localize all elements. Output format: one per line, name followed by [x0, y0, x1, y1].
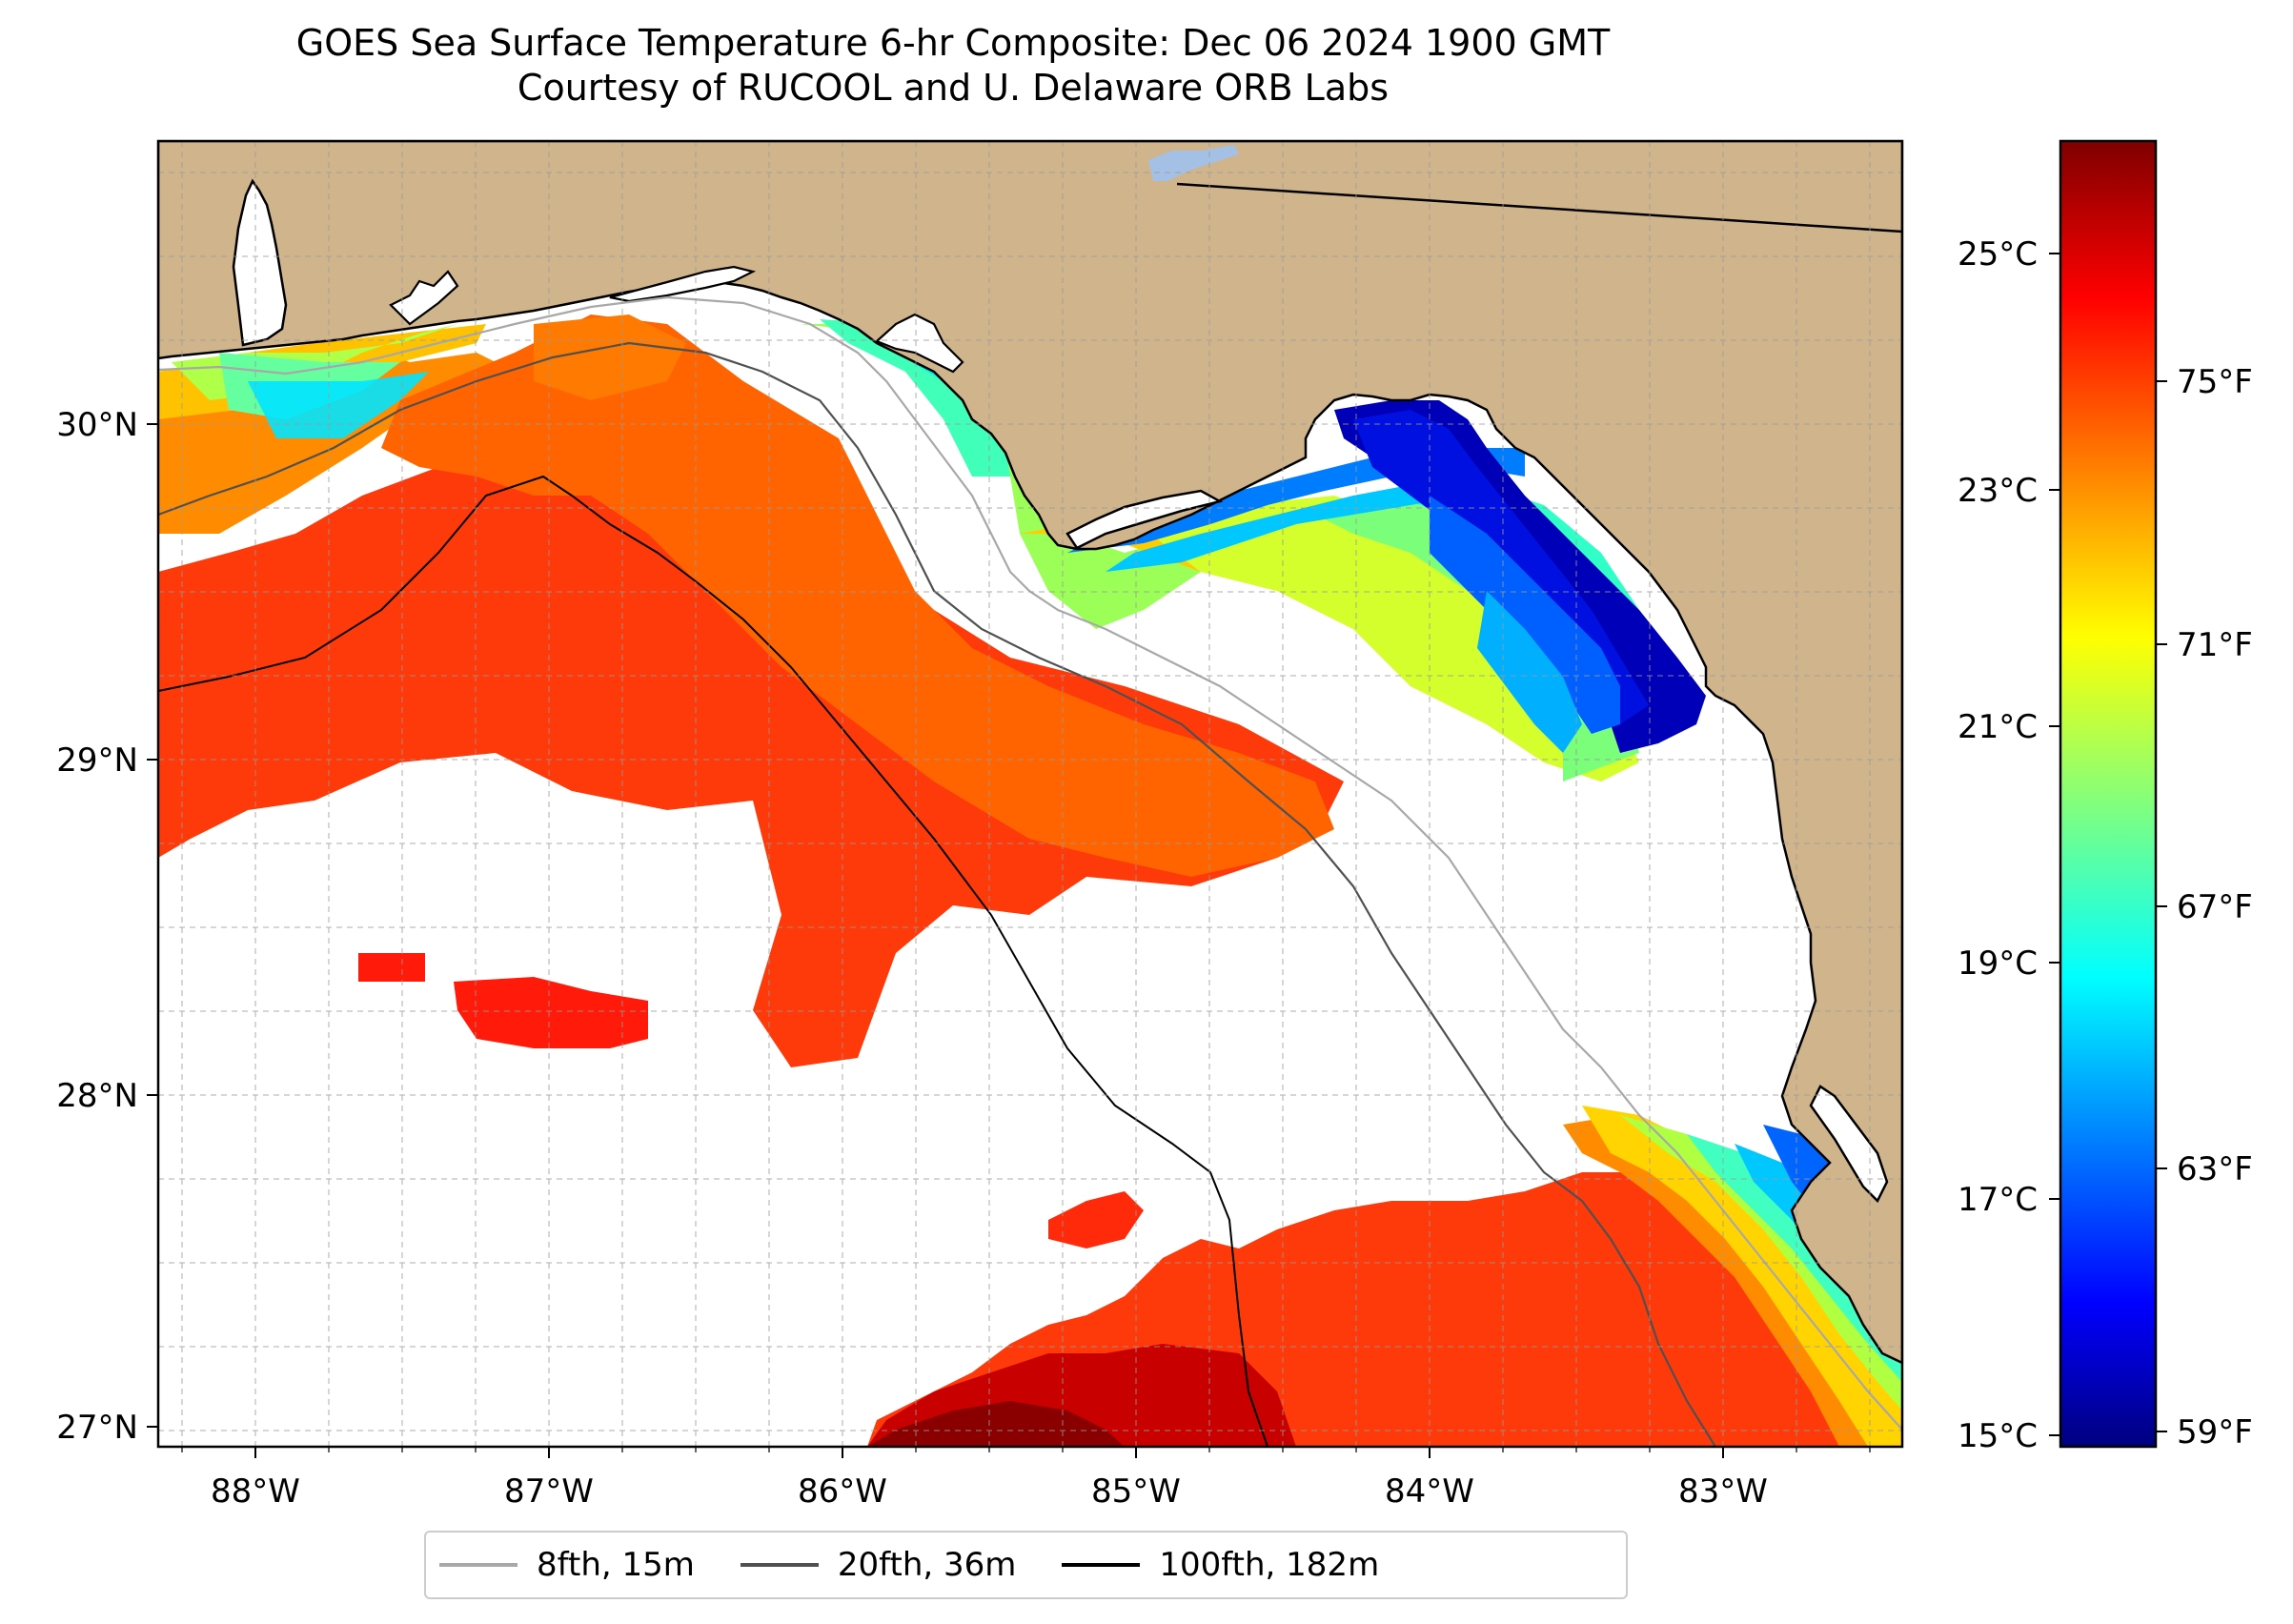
cbar-f-71: 71°F	[2177, 626, 2253, 664]
bay-apalachicola	[1065, 489, 1224, 550]
legend-label-20fth: 20fth, 36m	[837, 1546, 1017, 1584]
cbar-c-17: 17°C	[1958, 1181, 2038, 1219]
legend-label-8fth: 8fth, 15m	[537, 1546, 695, 1584]
cbar-c-25: 25°C	[1958, 235, 2038, 274]
cbar-c-23: 23°C	[1958, 472, 2038, 510]
legend-item-8fth: 8fth, 15m	[439, 1546, 695, 1584]
lon-tick-86: 86°W	[798, 1472, 887, 1511]
legend-swatch-8fth	[439, 1563, 517, 1567]
gridlines	[158, 141, 1902, 1447]
lat-tick-30: 30°N	[56, 406, 138, 444]
map-frame	[156, 139, 1904, 1449]
map-title: GOES Sea Surface Temperature 6-hr Compos…	[0, 21, 1906, 111]
isobath-8fth	[158, 295, 1902, 1431]
lon-tick-83: 83°W	[1678, 1472, 1768, 1511]
legend-item-100fth: 100fth, 182m	[1062, 1546, 1379, 1584]
legend-swatch-100fth	[1062, 1563, 1141, 1567]
colorbar	[2059, 139, 2158, 1449]
cbar-c-21: 21°C	[1958, 708, 2038, 746]
bay-pensacola	[389, 270, 459, 326]
land	[158, 141, 1902, 1365]
isobath-100fth	[158, 475, 1268, 1447]
lon-tick-85: 85°W	[1091, 1472, 1181, 1511]
legend-swatch-20fth	[740, 1563, 819, 1567]
isobath-legend: 8fth, 15m 20fth, 36m 100fth, 182m	[424, 1531, 1628, 1599]
legend-label-100fth: 100fth, 182m	[1159, 1546, 1380, 1584]
axis-minor-ticks	[181, 1447, 1871, 1452]
lat-tick-27: 27°N	[56, 1409, 138, 1447]
cbar-f-59: 59°F	[2177, 1413, 2253, 1451]
title-line-1: GOES Sea Surface Temperature 6-hr Compos…	[295, 22, 1611, 64]
bay-tampa	[1809, 1085, 1889, 1204]
state-border	[1176, 182, 1902, 233]
colorbar-ticks	[2049, 253, 2167, 1436]
sst-field	[158, 315, 1902, 1447]
isobath-20fth	[158, 341, 1716, 1447]
cbar-f-63: 63°F	[2177, 1150, 2253, 1188]
lon-tick-87: 87°W	[504, 1472, 594, 1511]
lat-tick-28: 28°N	[56, 1077, 138, 1115]
lon-tick-88: 88°W	[211, 1472, 300, 1511]
lake	[1148, 145, 1239, 181]
lat-tick-29: 29°N	[56, 741, 138, 780]
title-line-2: Courtesy of RUCOOL and U. Delaware ORB L…	[517, 67, 1390, 109]
cbar-c-19: 19°C	[1958, 944, 2038, 983]
bay-mobile	[232, 178, 288, 347]
cbar-c-15: 15°C	[1958, 1417, 2038, 1455]
bay-st-andrew	[874, 313, 964, 374]
cbar-f-67: 67°F	[2177, 888, 2253, 926]
bay-choctawhatchee	[609, 265, 757, 303]
lon-tick-84: 84°W	[1385, 1472, 1474, 1511]
legend-item-20fth: 20fth, 36m	[740, 1546, 1017, 1584]
cbar-f-75: 75°F	[2177, 363, 2253, 401]
axis-ticks	[147, 423, 1724, 1458]
